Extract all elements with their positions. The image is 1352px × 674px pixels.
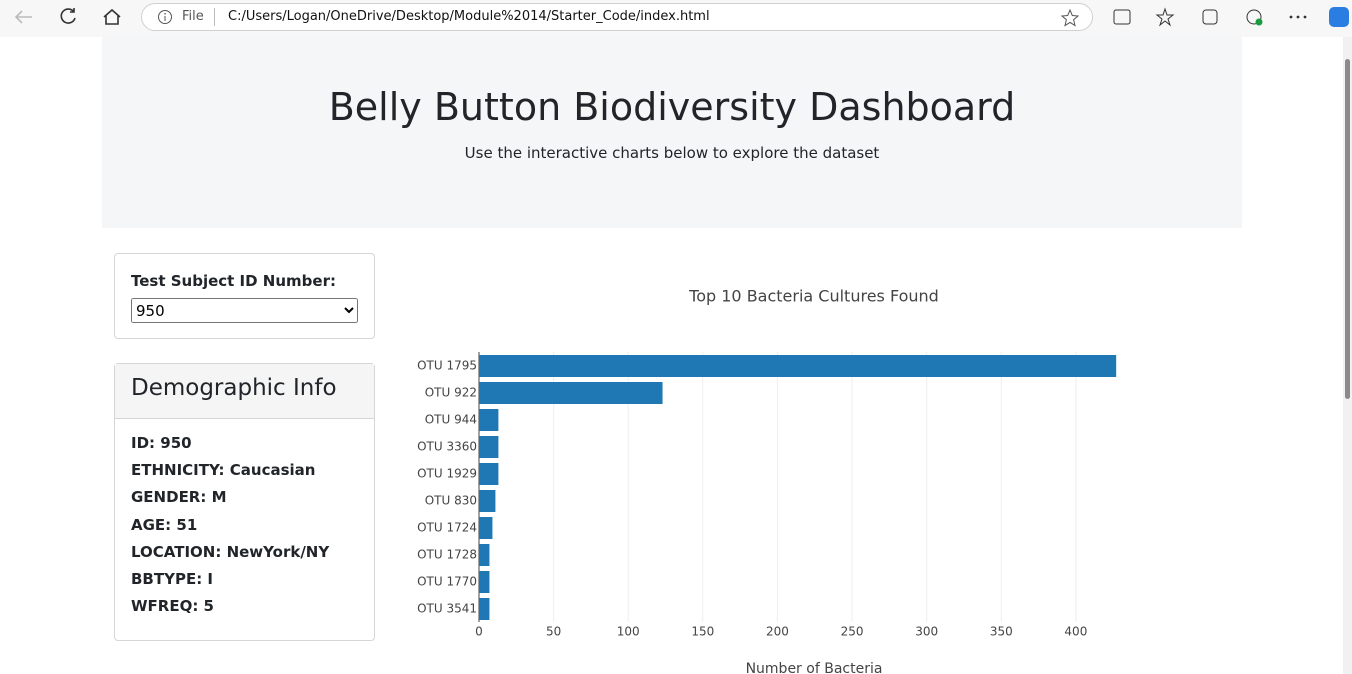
bar	[479, 544, 490, 566]
x-tick-label: 150	[691, 625, 714, 639]
x-tick-label: 300	[915, 625, 938, 639]
collections[interactable]	[1202, 9, 1218, 25]
x-tick-label: 200	[766, 625, 789, 639]
x-tick-label: 400	[1064, 625, 1087, 639]
x-axis-label: Number of Bacteria	[746, 661, 883, 674]
bar	[479, 517, 493, 539]
demographic-line: AGE: 51	[131, 515, 198, 534]
demographic-line: LOCATION: NewYork/NY	[131, 542, 330, 561]
nav-icons	[14, 8, 121, 25]
browser-essentials[interactable]	[1246, 9, 1262, 25]
separator	[214, 8, 215, 26]
y-tick-label: OTU 1728	[417, 548, 477, 562]
x-tick-label: 350	[990, 625, 1013, 639]
demographic-line: GENDER: M	[131, 488, 227, 507]
address-bar[interactable]: File C:/Users/Logan/OneDrive/Desktop/Mod…	[141, 3, 1093, 31]
copilot[interactable]	[1329, 7, 1349, 27]
split-screen[interactable]	[1113, 9, 1131, 25]
home-button[interactable]	[103, 8, 121, 25]
bar	[479, 571, 490, 593]
jumbotron: Belly Button Biodiversity Dashboard Use …	[102, 37, 1242, 228]
page-subtitle: Use the interactive charts below to expl…	[464, 144, 880, 162]
y-tick-label: OTU 3541	[417, 602, 477, 616]
favorites[interactable]	[1155, 7, 1175, 27]
chart-title: Top 10 Bacteria Cultures Found	[688, 287, 939, 306]
selector-panel: Test Subject ID Number: 950	[114, 253, 375, 339]
scroll-thumb[interactable]	[1345, 59, 1350, 399]
favorite-star[interactable]	[1060, 8, 1080, 28]
url: C:/Users/Logan/OneDrive/Desktop/Module%2…	[228, 9, 710, 24]
browser-toolbar: File C:/Users/Logan/OneDrive/Desktop/Mod…	[0, 0, 1352, 37]
scrollbar[interactable]	[1343, 37, 1352, 674]
toolbar-icons	[1113, 7, 1349, 27]
y-tick-label: OTU 1795	[417, 359, 477, 373]
menu[interactable]	[1289, 15, 1307, 19]
y-tick-label: OTU 830	[425, 494, 477, 508]
demographic-line: WFREQ: 5	[131, 597, 214, 616]
y-tick-label: OTU 922	[425, 386, 477, 400]
demographic-line: ETHNICITY: Caucasian	[131, 461, 316, 480]
demographic-line: BBTYPE: I	[131, 570, 214, 588]
bar	[479, 436, 499, 458]
demographic-panel: Demographic Info ID: 950 ETHNICITY: Cauca…	[114, 363, 375, 641]
panel-title: Demographic Info	[131, 375, 337, 401]
refresh-button[interactable]	[60, 8, 76, 24]
info-icon	[158, 10, 172, 24]
x-tick-label: 100	[617, 625, 640, 639]
y-tick-label: OTU 3360	[417, 440, 477, 454]
bar	[479, 490, 496, 512]
x-tick-label: 0	[475, 625, 483, 639]
panel-heading: Demographic Info	[115, 364, 374, 419]
y-tick-label: OTU 944	[425, 413, 477, 427]
y-tick-label: OTU 1724	[417, 521, 477, 535]
y-tick-label: OTU 1770	[417, 575, 477, 589]
demographic-line: ID: 950	[131, 434, 192, 452]
bar	[479, 463, 499, 485]
bar	[479, 382, 663, 404]
y-tick-label: OTU 1929	[417, 467, 477, 481]
scheme-label: File	[182, 9, 204, 24]
page-title: Belly Button Biodiversity Dashboard	[328, 85, 1016, 129]
x-tick-label: 50	[546, 625, 561, 639]
back-button[interactable]	[14, 10, 32, 24]
x-tick-label: 250	[841, 625, 864, 639]
bar	[479, 598, 490, 620]
bar	[479, 409, 499, 431]
bar	[479, 355, 1117, 377]
subject-select[interactable]: 950	[131, 298, 358, 323]
selector-label: Test Subject ID Number:	[131, 272, 336, 290]
